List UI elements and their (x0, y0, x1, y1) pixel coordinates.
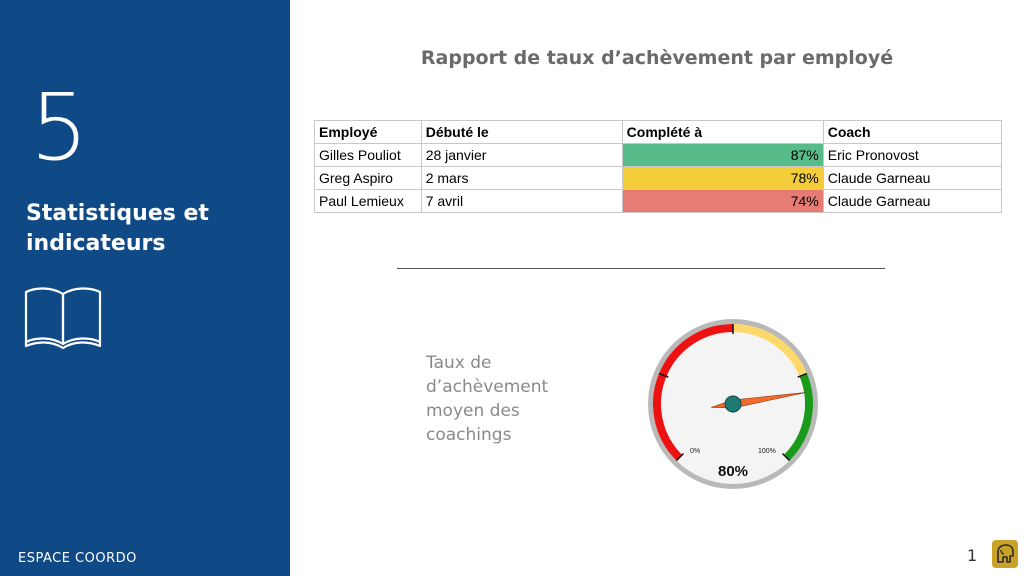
gauge-tick (781, 452, 791, 462)
cell-completed: 87% (621, 143, 824, 167)
sidebar: 5 Statistiques et indicateurs ESPACE COO… (0, 0, 290, 576)
cell-coach: Claude Garneau (822, 189, 1003, 213)
table-row: Paul Lemieux 7 avril 74% Claude Garneau (314, 189, 1003, 213)
gauge-max-label: 100% (758, 448, 776, 455)
gauge-caption: Taux de d’achèvement moyen des coachings (426, 353, 549, 445)
column-header-coach: Coach (822, 120, 1003, 144)
section-title: Statistiques et indicateurs (26, 201, 209, 256)
column-header-completed: Complété à (621, 120, 824, 144)
cell-employee: Gilles Pouliot (314, 143, 422, 167)
cell-started: 7 avril (420, 189, 623, 213)
gauge-tick (658, 372, 669, 378)
completion-table: Employé Débuté le Complété à Coach Gille… (314, 120, 1003, 213)
cell-completed: 78% (621, 166, 824, 190)
report-title: Rapport de taux d’achèvement par employé (420, 47, 894, 69)
page-number: 1 (967, 546, 978, 565)
cell-started: 2 mars (420, 166, 623, 190)
brand-label: ESPACE COORDO (18, 551, 137, 566)
gauge-value-label: 80% (718, 463, 748, 480)
gauge-tick (675, 452, 685, 462)
table-row: Greg Aspiro 2 mars 78% Claude Garneau (314, 166, 1003, 190)
section-number: 5 (30, 74, 89, 181)
cell-completed: 74% (621, 189, 824, 213)
column-header-employee: Employé (314, 120, 422, 144)
completion-gauge: 0% 100% 80% (648, 319, 818, 489)
column-header-started: Débuté le (420, 120, 623, 144)
elephant-logo-icon (992, 540, 1018, 568)
open-book-icon (24, 287, 102, 350)
gauge-hub (724, 395, 742, 413)
table-header-row: Employé Débuté le Complété à Coach (314, 120, 1003, 144)
gauge-min-label: 0% (690, 448, 700, 455)
cell-coach: Eric Pronovost (822, 143, 1003, 167)
table-row: Gilles Pouliot 28 janvier 87% Eric Prono… (314, 143, 1003, 167)
gauge-arc-high (783, 373, 813, 461)
cell-coach: Claude Garneau (822, 166, 1003, 190)
gauge-tick (797, 372, 808, 378)
cell-employee: Paul Lemieux (314, 189, 422, 213)
cell-employee: Greg Aspiro (314, 166, 422, 190)
gauge-arc-mid (732, 324, 807, 377)
divider-line (397, 268, 885, 269)
cell-started: 28 janvier (420, 143, 623, 167)
